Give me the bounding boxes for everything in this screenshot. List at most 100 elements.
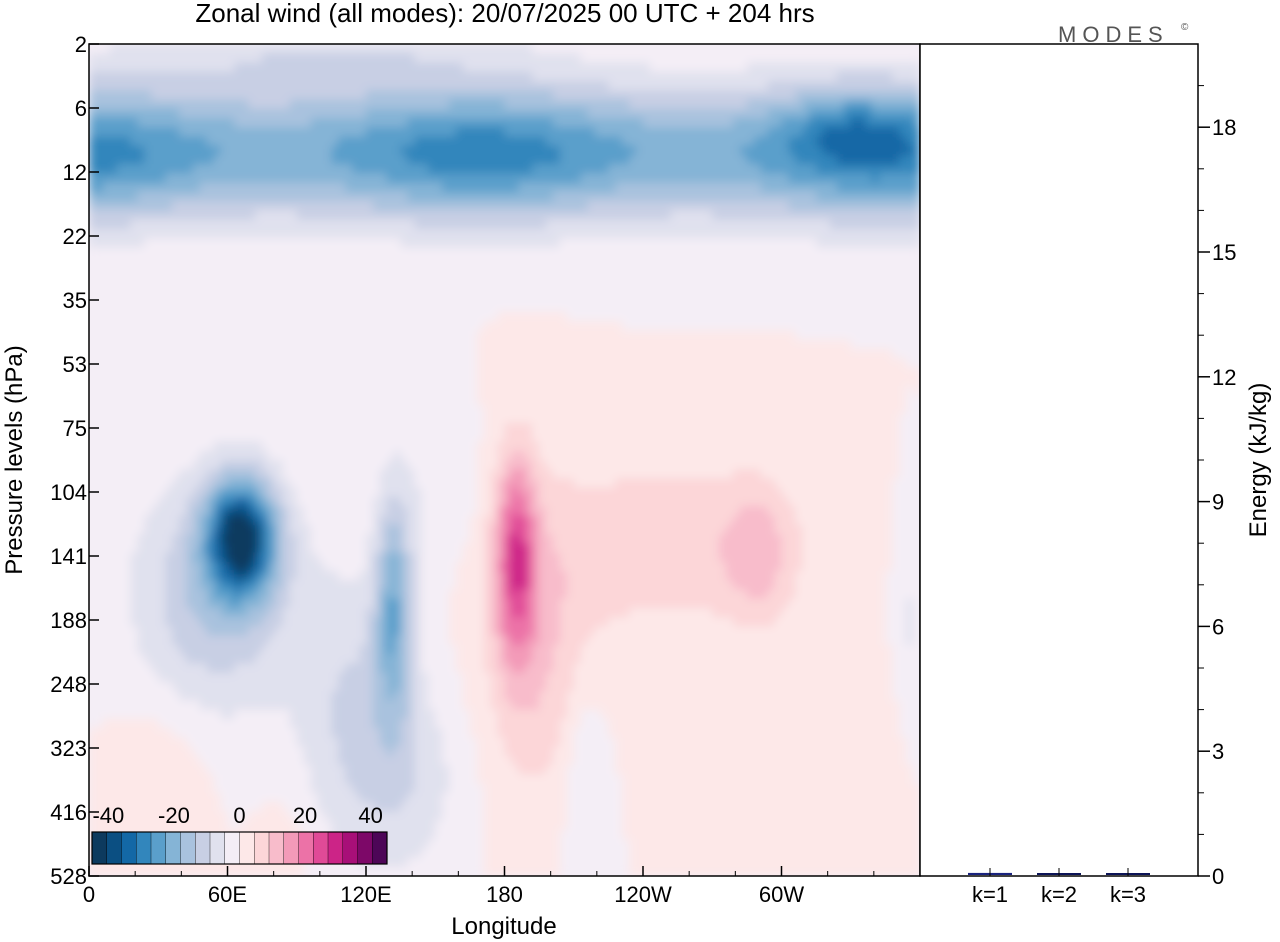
field-cell <box>608 321 616 332</box>
field-cell <box>622 284 630 295</box>
field-cell <box>712 302 720 313</box>
field-cell <box>643 164 651 175</box>
field-cell <box>497 312 506 322</box>
field-cell <box>262 275 270 285</box>
field-cell <box>878 191 886 202</box>
field-cell <box>282 53 291 64</box>
field-cell <box>262 154 270 165</box>
field-cell <box>677 71 686 82</box>
field-cell <box>185 62 194 73</box>
field-cell <box>580 404 589 415</box>
field-cell <box>393 53 402 64</box>
field-cell <box>587 312 596 322</box>
field-cell <box>739 154 748 165</box>
field-cell <box>760 117 769 128</box>
field-cell <box>788 247 796 258</box>
field-cell <box>165 164 173 175</box>
field-cell <box>421 80 429 91</box>
field-cell <box>850 173 859 184</box>
field-cell <box>580 413 589 424</box>
field-cell <box>324 413 332 424</box>
field-cell <box>483 395 492 406</box>
field-cell <box>303 339 312 350</box>
field-cell <box>95 349 104 359</box>
field-cell <box>199 173 208 184</box>
field-cell <box>151 71 159 82</box>
field-cell <box>213 127 222 138</box>
field-cell <box>393 62 402 73</box>
field-cell <box>352 210 360 221</box>
field-cell <box>199 339 208 350</box>
field-cell <box>116 62 125 73</box>
field-cell <box>476 256 485 267</box>
field-cell <box>559 386 568 396</box>
field-cell <box>123 238 132 248</box>
field-cell <box>476 339 485 350</box>
field-cell <box>310 256 319 267</box>
field-cell <box>456 256 464 267</box>
field-cell <box>303 367 312 378</box>
field-cell <box>739 404 748 415</box>
field-cell <box>393 386 402 396</box>
field-cell <box>913 349 920 359</box>
field-cell <box>566 210 575 221</box>
field-cell <box>871 349 880 359</box>
field-cell <box>234 238 242 248</box>
field-cell <box>289 376 298 387</box>
field-cell <box>372 164 381 175</box>
field-cell <box>753 228 762 239</box>
field-cell <box>400 154 409 165</box>
field-cell <box>269 256 277 267</box>
field-cell <box>435 191 443 202</box>
field-cell <box>774 154 783 165</box>
field-cell <box>677 413 686 424</box>
field-cell <box>857 238 866 248</box>
field-cell <box>726 219 734 230</box>
field-cell <box>573 62 582 73</box>
field-cell <box>809 80 817 91</box>
field-cell <box>428 265 436 276</box>
field-cell <box>345 145 353 156</box>
field-cell <box>705 256 713 267</box>
field-cell <box>913 191 920 202</box>
field-cell <box>511 367 519 378</box>
field-cell <box>317 62 326 73</box>
field-cell <box>504 302 513 313</box>
field-cell <box>345 256 353 267</box>
field-cell <box>234 376 242 387</box>
field-cell <box>206 386 215 396</box>
field-cell <box>213 99 222 110</box>
field-cell <box>691 247 699 258</box>
field-cell <box>241 302 249 313</box>
field-cell <box>123 321 132 332</box>
field-cell <box>871 238 880 248</box>
field-cell <box>352 62 360 73</box>
field-cell <box>871 256 880 267</box>
field-cell <box>123 339 132 350</box>
field-cell <box>636 90 644 101</box>
field-cell <box>843 71 852 82</box>
field-cell <box>227 265 236 276</box>
field-cell <box>760 108 769 119</box>
field-cell <box>345 293 353 304</box>
field-cell <box>275 99 284 110</box>
field-cell <box>296 62 305 73</box>
field-cell <box>546 275 554 285</box>
field-cell <box>705 238 713 248</box>
field-cell <box>109 117 118 128</box>
field-cell <box>601 228 609 239</box>
field-cell <box>539 302 547 313</box>
field-cell <box>864 62 873 73</box>
field-cell <box>213 136 222 147</box>
field-cell <box>102 173 111 184</box>
field-cell <box>836 358 845 369</box>
field-cell <box>850 238 859 248</box>
field-cell <box>691 358 699 369</box>
field-cell <box>677 173 686 184</box>
field-cell <box>587 219 596 230</box>
field-cell <box>421 275 429 285</box>
field-cell <box>719 201 727 211</box>
field-cell <box>788 71 796 82</box>
field-cell <box>670 302 679 313</box>
field-cell <box>407 358 416 369</box>
